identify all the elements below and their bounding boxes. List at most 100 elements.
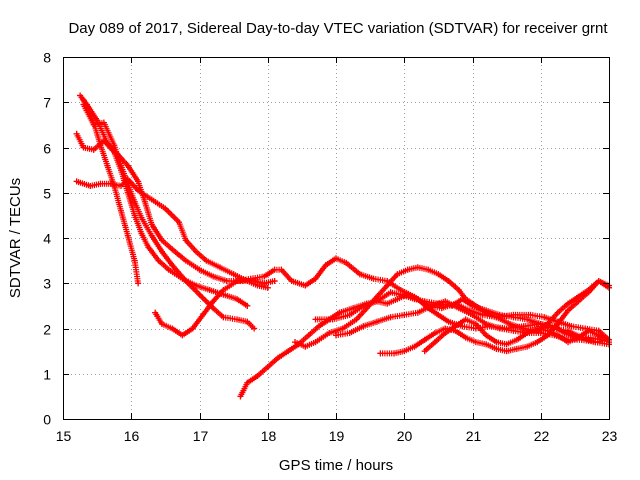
data-point bbox=[483, 332, 490, 339]
data-point bbox=[206, 287, 213, 294]
x-tick-label: 20 bbox=[397, 428, 413, 444]
data-point bbox=[585, 327, 592, 334]
y-axis-label: SDTVAR / TECUs bbox=[7, 178, 24, 298]
data-point bbox=[138, 214, 145, 221]
data-point bbox=[527, 311, 534, 318]
data-point bbox=[148, 232, 155, 239]
series-markers bbox=[73, 130, 251, 309]
data-point bbox=[524, 330, 531, 337]
data-point bbox=[435, 271, 442, 278]
data-point bbox=[264, 284, 271, 291]
data-point bbox=[223, 277, 230, 284]
data-point bbox=[138, 230, 145, 237]
y-tick-label: 7 bbox=[43, 95, 51, 111]
data-point bbox=[271, 277, 278, 284]
data-point bbox=[196, 266, 203, 273]
data-point bbox=[394, 271, 401, 278]
x-tick-label: 22 bbox=[534, 428, 550, 444]
data-point bbox=[210, 305, 217, 312]
data-point bbox=[179, 332, 186, 339]
data-point bbox=[80, 144, 87, 151]
data-point bbox=[131, 257, 138, 264]
data-point bbox=[483, 320, 490, 327]
data-point bbox=[244, 379, 251, 386]
data-point bbox=[118, 207, 125, 214]
data-point bbox=[234, 316, 241, 323]
data-point bbox=[261, 280, 268, 287]
data-point bbox=[493, 339, 500, 346]
data-point bbox=[356, 271, 363, 278]
data-point bbox=[220, 314, 227, 321]
data-point bbox=[278, 266, 285, 273]
y-tick-label: 5 bbox=[43, 186, 51, 202]
data-point bbox=[100, 119, 107, 126]
data-point bbox=[155, 257, 162, 264]
data-point bbox=[176, 219, 183, 226]
data-point bbox=[411, 296, 418, 303]
data-point bbox=[496, 325, 503, 332]
data-point bbox=[261, 273, 268, 280]
data-point bbox=[182, 257, 189, 264]
data-point bbox=[496, 311, 503, 318]
data-point bbox=[568, 323, 575, 330]
data-point bbox=[425, 266, 432, 273]
data-point bbox=[131, 212, 138, 219]
y-tick-label: 8 bbox=[43, 50, 51, 66]
data-point bbox=[537, 330, 544, 337]
data-point bbox=[565, 327, 572, 334]
data-point bbox=[104, 162, 111, 169]
data-point bbox=[135, 178, 142, 185]
data-point bbox=[343, 259, 350, 266]
x-tick-label: 23 bbox=[602, 428, 618, 444]
data-point bbox=[189, 325, 196, 332]
data-point bbox=[442, 298, 449, 305]
data-point bbox=[326, 330, 333, 337]
data-point bbox=[312, 275, 319, 282]
data-point bbox=[254, 373, 261, 380]
data-point bbox=[377, 350, 384, 357]
data-point bbox=[165, 266, 172, 273]
data-point bbox=[118, 162, 125, 169]
data-point bbox=[124, 232, 131, 239]
y-tick-label: 1 bbox=[43, 367, 51, 383]
data-series bbox=[73, 92, 612, 400]
data-point bbox=[561, 330, 568, 337]
data-point bbox=[483, 307, 490, 314]
data-point bbox=[534, 325, 541, 332]
data-point bbox=[131, 198, 138, 205]
x-tick-label: 15 bbox=[56, 428, 72, 444]
data-point bbox=[97, 180, 104, 187]
x-tick-label: 19 bbox=[329, 428, 345, 444]
data-point bbox=[384, 282, 391, 289]
data-point bbox=[230, 271, 237, 278]
series-9 bbox=[312, 289, 612, 346]
data-point bbox=[210, 298, 217, 305]
data-point bbox=[247, 275, 254, 282]
data-point bbox=[421, 298, 428, 305]
data-point bbox=[339, 325, 346, 332]
data-point bbox=[237, 393, 244, 400]
data-point bbox=[565, 339, 572, 346]
x-tick-label: 21 bbox=[466, 428, 482, 444]
data-point bbox=[333, 255, 339, 262]
data-point bbox=[118, 182, 125, 189]
data-point bbox=[203, 257, 210, 264]
data-point bbox=[353, 316, 360, 323]
x-tick-label: 16 bbox=[124, 428, 140, 444]
data-point bbox=[302, 343, 309, 350]
data-point bbox=[387, 314, 394, 321]
data-point bbox=[169, 325, 176, 332]
data-point bbox=[193, 282, 200, 289]
data-point bbox=[288, 277, 295, 284]
x-tick-label: 18 bbox=[261, 428, 277, 444]
data-point bbox=[411, 343, 418, 350]
data-point bbox=[329, 316, 336, 323]
data-point bbox=[315, 323, 322, 330]
data-point bbox=[431, 339, 438, 346]
data-point bbox=[459, 296, 466, 303]
data-point bbox=[124, 180, 131, 187]
data-point bbox=[158, 320, 165, 327]
data-point bbox=[135, 280, 142, 287]
data-point bbox=[87, 182, 94, 189]
data-point bbox=[537, 320, 544, 327]
